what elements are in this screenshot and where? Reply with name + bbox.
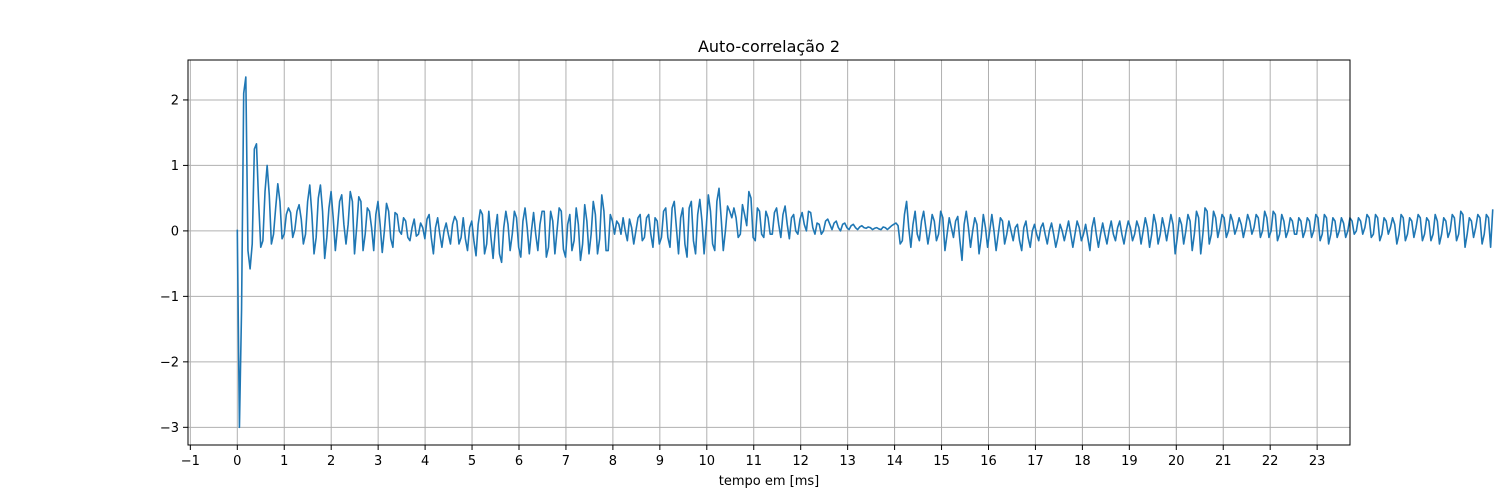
x-tick-label: 12 [792,454,809,469]
y-tick-label: −1 [160,290,179,305]
x-tick-label: 7 [562,454,570,469]
y-tick-label: 0 [171,224,179,239]
x-tick-label: 9 [656,454,664,469]
x-tick-label: 17 [1027,454,1044,469]
x-tick-label: 4 [421,454,429,469]
x-tick-label: 18 [1074,454,1091,469]
x-tick-label: 0 [233,454,241,469]
plot-area [236,76,1494,429]
x-tick-label: 16 [980,454,997,469]
x-tick-label: −1 [181,454,200,469]
y-axis: −3 −2 −1 0 1 2 [160,93,188,436]
x-tick-label: 14 [886,454,903,469]
y-tick-label: 1 [171,159,179,174]
x-tick-label: 21 [1215,454,1232,469]
x-tick-label: 1 [280,454,288,469]
x-axis-label: tempo em [ms] [719,474,819,489]
x-tick-label: 3 [374,454,382,469]
y-tick-label: 2 [171,93,179,108]
x-tick-label: 11 [745,454,762,469]
x-tick-label: 8 [609,454,617,469]
y-tick-label: −2 [160,355,179,370]
series-line [236,76,1494,429]
x-tick-label: 19 [1121,454,1138,469]
x-axis: −1 0 1 2 3 4 5 6 7 8 9 10 11 12 13 14 15 16 17 18 19 20 21 22 23 [181,445,1326,469]
x-tick-label: 2 [327,454,335,469]
y-tick-label: −3 [160,421,179,436]
x-tick-label: 22 [1262,454,1279,469]
axes-frame [187,59,1351,446]
x-tick-label: 23 [1309,454,1326,469]
x-tick-label: 6 [515,454,523,469]
chart-title: Auto-correlação 2 [698,37,840,56]
x-tick-label: 10 [699,454,716,469]
x-tick-label: 13 [839,454,856,469]
x-tick-label: 20 [1168,454,1185,469]
x-tick-label: 15 [933,454,950,469]
x-tick-label: 5 [468,454,476,469]
